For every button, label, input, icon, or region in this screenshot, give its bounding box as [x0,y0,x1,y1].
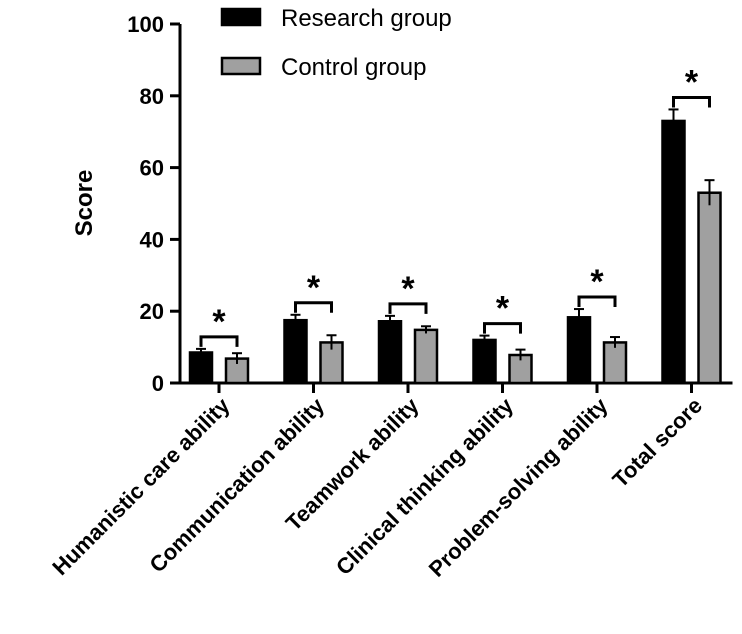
error-bar [326,334,337,350]
error-bar [515,348,526,361]
bar-research [661,119,686,385]
y-tick-label: 40 [140,227,164,252]
y-tick-label: 0 [152,371,164,396]
significance-bracket: * [577,263,617,308]
bars [188,108,722,385]
bar-control [413,328,439,385]
error-bar [232,352,242,364]
legend-swatch [220,7,262,27]
significance-line [577,295,617,308]
y-tick-label: 20 [140,299,164,324]
error-bar [574,308,584,326]
significance-line [388,302,428,314]
y-tick-label: 80 [140,84,164,109]
significance-markers: * * * * * * [199,63,711,347]
significance-star: * [496,290,510,328]
bar-control [602,341,628,385]
significance-bracket: * [672,63,711,108]
error-bar [704,179,715,206]
significance-star: * [685,63,699,101]
bar-control [697,191,722,385]
significance-bracket: * [388,270,428,314]
significance-star: * [307,269,321,307]
significance-bracket: * [294,269,333,313]
error-bar [290,313,301,326]
error-bar [668,108,679,133]
bar-research [566,316,592,385]
error-bar [479,334,490,345]
legend-swatch [220,56,262,76]
x-tick-label: Total score [608,393,708,493]
x-tick-label: Problem-solving ability [424,392,613,581]
significance-bracket: * [483,290,522,334]
legend-item: Research group [220,5,452,32]
bar-research [377,320,403,385]
legend-label: Control group [281,54,426,81]
error-bar [196,347,206,357]
significance-star: * [590,263,604,301]
y-tick-label: 100 [127,12,164,37]
x-tick-label: Communication ability [145,392,330,577]
error-bar [610,336,620,348]
axes: 0 20 40 60 80 100 Humanistic care abilityCommu… [47,12,733,582]
significance-line [199,335,239,347]
legend-item: Control group [220,54,426,81]
legend: Research group Control group [220,5,452,81]
significance-line [672,95,711,108]
significance-line [483,322,522,334]
significance-line [294,301,333,313]
error-bar [385,314,395,327]
y-tick-label: 60 [140,156,164,181]
x-tick-label: Humanistic care ability [47,392,235,580]
y-axis-title: Score [71,170,98,237]
bar-research [283,318,308,385]
significance-star: * [212,303,226,341]
bar-research [188,351,214,385]
bar-research [472,338,497,385]
legend-label: Research group [281,5,452,32]
significance-star: * [401,270,415,308]
error-bar [421,325,431,334]
x-tick-label: Clinical thinking ability [331,392,519,580]
significance-bracket: * [199,303,239,347]
